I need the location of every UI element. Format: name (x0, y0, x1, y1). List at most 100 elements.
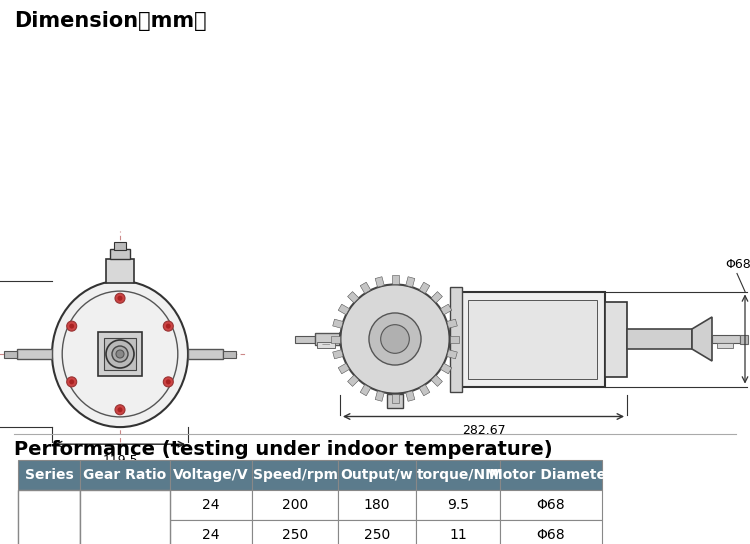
Bar (4, 350, 17, 357)
Bar (18, 460, 80, 490)
Bar (114, 242, 126, 250)
Bar (18, 490, 80, 520)
Circle shape (166, 324, 171, 329)
Text: 24: 24 (202, 498, 220, 512)
Bar (295, 336, 315, 343)
Bar (252, 460, 338, 490)
Bar (717, 343, 733, 348)
Circle shape (164, 377, 173, 387)
Polygon shape (406, 391, 415, 401)
Bar (500, 520, 602, 544)
Circle shape (118, 407, 122, 412)
Polygon shape (338, 363, 350, 374)
Polygon shape (447, 350, 458, 359)
Polygon shape (338, 304, 350, 315)
Text: Voltage/V: Voltage/V (173, 468, 249, 482)
Polygon shape (347, 375, 359, 386)
Bar (252, 520, 338, 544)
Bar (110, 249, 130, 258)
Text: 250: 250 (282, 528, 308, 542)
Text: Performance (testing under indoor temperature): Performance (testing under indoor temper… (14, 440, 553, 459)
Polygon shape (340, 319, 355, 359)
Text: Speed/rpm: Speed/rpm (253, 468, 338, 482)
Text: 180: 180 (364, 498, 390, 512)
Polygon shape (360, 385, 370, 396)
Text: 11: 11 (449, 528, 466, 542)
Bar (98, 332, 142, 376)
Bar (416, 490, 500, 520)
Text: Φ68: Φ68 (537, 498, 566, 512)
Text: 250: 250 (364, 528, 390, 542)
Text: Motor Diameter: Motor Diameter (489, 468, 613, 482)
Polygon shape (692, 317, 712, 361)
Bar (315, 333, 340, 345)
Circle shape (381, 325, 410, 353)
Text: LD01: LD01 (31, 543, 67, 544)
Bar (500, 460, 602, 490)
Bar (460, 292, 605, 386)
Circle shape (118, 296, 122, 301)
Text: torque/NM: torque/NM (416, 468, 500, 482)
Polygon shape (392, 393, 398, 403)
Polygon shape (419, 385, 430, 396)
Bar (80, 460, 170, 490)
Bar (18, 490, 80, 544)
Bar (17, 349, 52, 359)
Circle shape (112, 346, 128, 362)
Bar (416, 520, 500, 544)
Text: 119.5: 119.5 (102, 454, 138, 467)
Text: 282.67: 282.67 (462, 424, 506, 437)
Bar (740, 335, 748, 343)
Polygon shape (449, 336, 458, 343)
Text: 15.75~21: 15.75~21 (91, 543, 159, 544)
Bar (104, 338, 136, 370)
Circle shape (69, 324, 74, 329)
Circle shape (67, 321, 76, 331)
Bar (712, 335, 740, 343)
Bar (450, 287, 462, 392)
Ellipse shape (52, 281, 188, 427)
Bar (188, 349, 223, 359)
Text: Φ68: Φ68 (725, 258, 750, 271)
Bar (627, 329, 692, 349)
Circle shape (164, 321, 173, 331)
Bar (605, 301, 627, 376)
Circle shape (340, 285, 449, 393)
Text: Output/w: Output/w (340, 468, 413, 482)
Circle shape (116, 350, 124, 358)
Polygon shape (332, 336, 340, 343)
Bar (170, 460, 252, 490)
Circle shape (106, 340, 134, 368)
Bar (223, 350, 236, 357)
Bar (468, 300, 597, 379)
Bar (500, 490, 602, 520)
Text: Φ68: Φ68 (537, 528, 566, 542)
Bar (338, 520, 416, 544)
Polygon shape (431, 292, 442, 303)
Polygon shape (392, 275, 398, 285)
Polygon shape (419, 282, 430, 294)
Circle shape (166, 379, 171, 385)
Bar (80, 490, 170, 544)
Polygon shape (431, 375, 442, 386)
Bar (18, 520, 80, 544)
Bar (317, 342, 335, 348)
Text: Series: Series (25, 468, 74, 482)
Bar (80, 490, 170, 520)
Bar (338, 460, 416, 490)
Polygon shape (347, 292, 359, 303)
Bar (338, 490, 416, 520)
Text: Gear Ratio: Gear Ratio (83, 468, 166, 482)
Text: 9.5: 9.5 (447, 498, 469, 512)
Circle shape (115, 293, 125, 303)
Circle shape (69, 379, 74, 385)
Circle shape (115, 405, 125, 415)
Text: Dimension（mm）: Dimension（mm） (14, 11, 206, 31)
Polygon shape (360, 282, 370, 294)
Bar (170, 520, 252, 544)
Polygon shape (406, 277, 415, 287)
Bar (252, 490, 338, 520)
Polygon shape (375, 391, 384, 401)
Polygon shape (447, 319, 458, 328)
Polygon shape (375, 277, 384, 287)
